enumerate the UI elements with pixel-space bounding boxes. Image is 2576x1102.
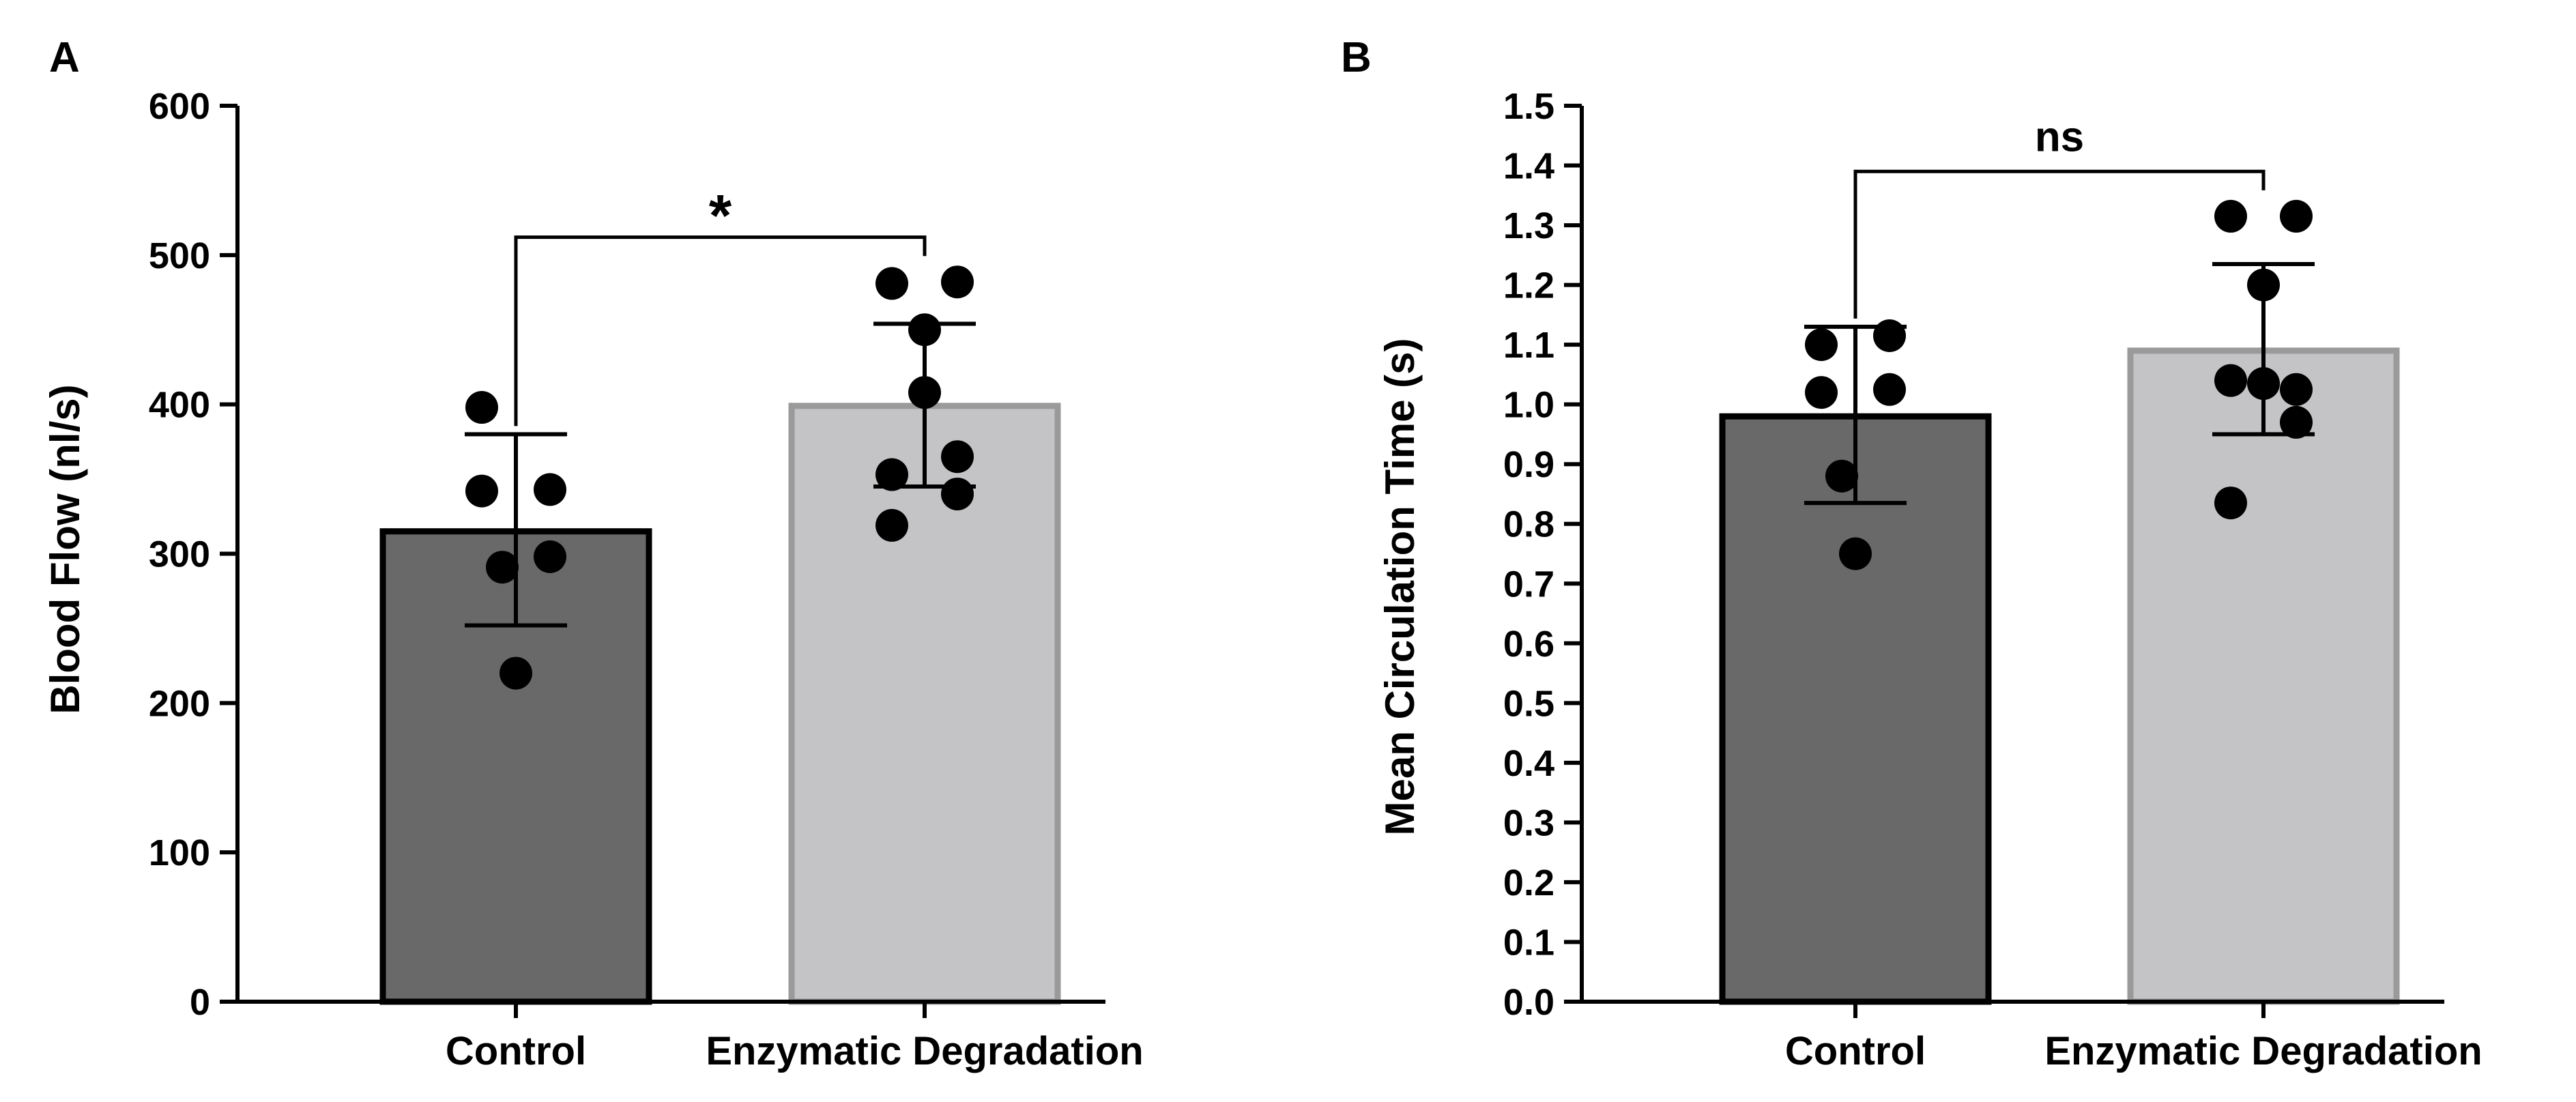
- panel-a-data-point-control-1: [465, 391, 498, 424]
- panel-b-y-tick-label: 0.4: [1503, 743, 1554, 784]
- panel-b-data-point-enzymatic-8: [2214, 487, 2247, 520]
- panel-a-data-point-enzymatic-7: [941, 477, 974, 510]
- panel-a-data-point-enzymatic-2: [941, 265, 974, 299]
- panel-a-bar-enzymatic-degradation: [788, 403, 1061, 1005]
- panel-a-y-tick-label: 100: [149, 832, 210, 873]
- panel-b-y-tick-label: 0.0: [1503, 982, 1554, 1023]
- panel-a-y-tick-label: 600: [149, 86, 210, 127]
- panel-b-data-point-enzymatic-2: [2280, 199, 2313, 233]
- panel-b-data-point-enzymatic-1: [2214, 199, 2247, 233]
- panel-a-y-tick-label: 400: [149, 385, 210, 426]
- panel-a-data-point-enzymatic-4: [908, 376, 941, 409]
- panel-a-data-point-enzymatic-3: [908, 313, 941, 347]
- panel-a-data-point-control-4: [534, 540, 566, 573]
- panel-b-data-point-control-6: [1839, 537, 1872, 570]
- panel-b-y-tick-label: 0.3: [1503, 802, 1554, 843]
- panel-a-data-point-enzymatic-1: [875, 267, 908, 300]
- panel-b-data-point-control-1: [1805, 328, 1838, 362]
- panel-a-y-axis-title: Blood Flow (nl/s): [42, 384, 88, 714]
- panel-b-data-point-control-5: [1825, 459, 1858, 493]
- panel-a-y-tick-label: 0: [190, 982, 210, 1023]
- panel-a-chart: A 0 100 200 300 400 500 600 Control Enzymatic De…: [42, 34, 1144, 1073]
- panel-b-data-point-enzymatic-5: [2214, 364, 2247, 397]
- panel-b-data-point-control-3: [1805, 376, 1838, 409]
- panel-a-y-tick-label: 300: [149, 534, 210, 575]
- panel-b-y-axis-title: Mean Circulation Time (s): [1377, 338, 1423, 835]
- panel-b-y-tick-label: 0.5: [1503, 683, 1554, 724]
- panel-b-data-point-enzymatic-3: [2247, 268, 2280, 302]
- panel-b-bar-enzymatic-degradation: [2127, 347, 2400, 1005]
- panel-a-category-label: Control: [446, 1029, 586, 1073]
- panel-a-category-label: Enzymatic Degradation: [706, 1029, 1143, 1073]
- panel-b-data-point-control-4: [1873, 373, 1906, 406]
- panel-a-data-point-enzymatic-5: [875, 458, 908, 491]
- panel-b-y-tick-label: 1.3: [1503, 205, 1554, 246]
- panel-a-data-point-enzymatic-6: [941, 440, 974, 474]
- panel-a-significance-bracket: [514, 235, 927, 426]
- panel-a-y-tick-label: 200: [149, 683, 210, 724]
- panel-a-y-tick-label: 500: [149, 235, 210, 276]
- panel-b-y-tick-label: 0.8: [1503, 504, 1554, 545]
- panel-b-significance-bracket: [1853, 169, 2266, 319]
- panel-b-y-tick-label: 1.4: [1503, 146, 1554, 187]
- panel-a-data-point-control-5: [486, 551, 519, 584]
- panel-b-y-tick-label: 1.2: [1503, 265, 1554, 306]
- panel-b-y-tick-label: 1.0: [1503, 385, 1554, 426]
- panel-b-y-tick-label: 0.2: [1503, 862, 1554, 903]
- panel-b-y-tick-label: 0.9: [1503, 444, 1554, 485]
- panel-a-significance-label: *: [709, 184, 732, 249]
- panel-a-data-point-control-3: [465, 474, 498, 508]
- panel-a-letter: A: [49, 34, 80, 81]
- panel-b-chart: B 0.0 0.1 0.2 0.3 0.4 0.5 0.6 0.7 0.8 0.9 1.0 1.1 1.…: [1341, 34, 2483, 1073]
- panel-b-significance-label: ns: [2035, 113, 2084, 160]
- panel-b-y-tick-label: 0.1: [1503, 922, 1554, 963]
- panel-b-letter: B: [1341, 34, 1372, 81]
- panel-b-y-tick-label: 1.1: [1503, 325, 1554, 366]
- panel-b-category-label: Enzymatic Degradation: [2044, 1029, 2482, 1073]
- panel-b-data-point-enzymatic-7: [2280, 405, 2313, 439]
- panel-b-bar-control: [1719, 413, 1992, 1005]
- panel-b-data-point-enzymatic-6: [2280, 373, 2313, 406]
- panel-b-data-point-control-2: [1873, 319, 1906, 353]
- panel-b-category-label: Control: [1785, 1029, 1926, 1073]
- panel-a-data-point-control-6: [500, 656, 532, 690]
- panel-b-y-tick-label: 0.7: [1503, 564, 1554, 605]
- panel-b-data-point-enzymatic-4: [2247, 367, 2280, 401]
- panel-a-data-point-enzymatic-8: [875, 508, 908, 542]
- panel-a-data-point-control-2: [534, 473, 566, 506]
- panel-b-y-tick-label: 1.5: [1503, 86, 1554, 127]
- panel-b-y-tick-label: 0.6: [1503, 624, 1554, 665]
